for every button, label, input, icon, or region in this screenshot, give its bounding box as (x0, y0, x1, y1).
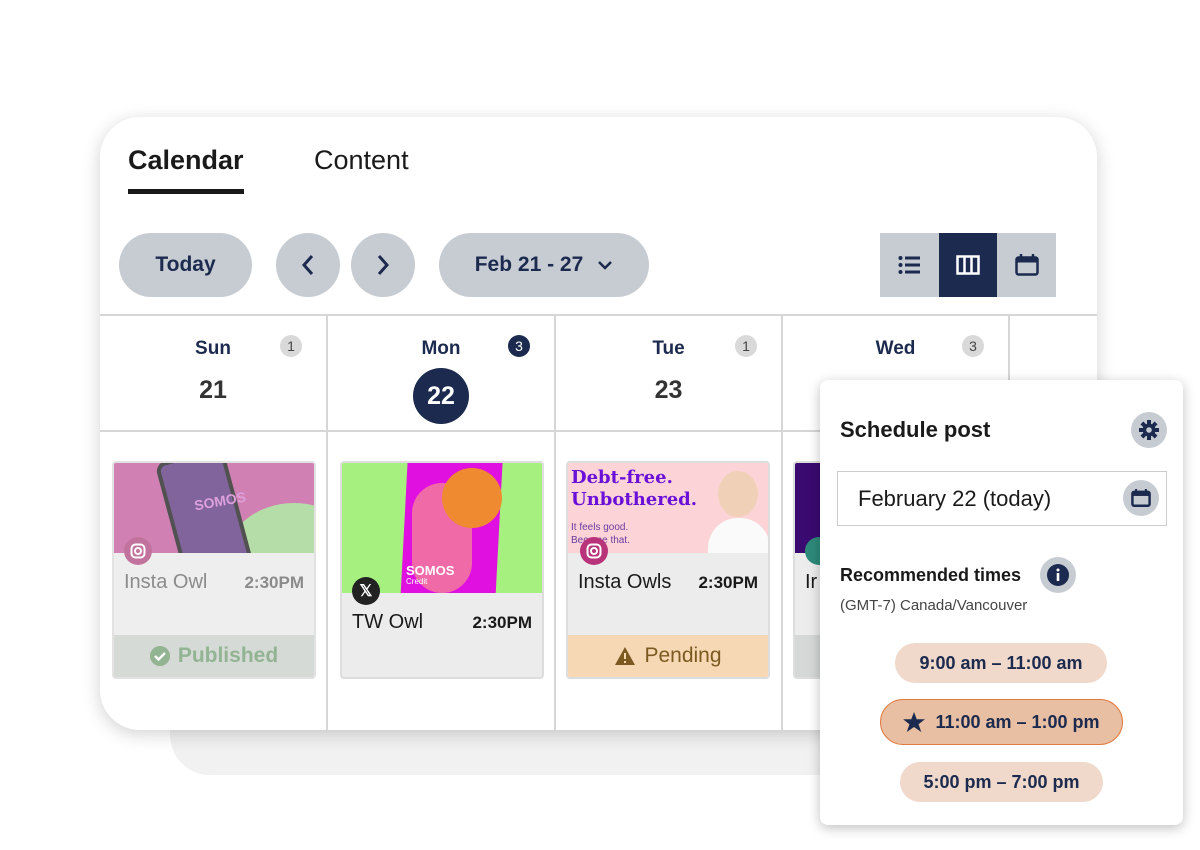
day-name: Sun (195, 338, 231, 359)
time-slot-label: 11:00 am – 1:00 pm (935, 711, 1100, 732)
post-thumbnail: Debt-free.Unbothered. It feels good.Beco… (568, 463, 768, 553)
thumbnail-text: SOMOS (406, 563, 455, 578)
info-button[interactable] (1040, 557, 1076, 593)
date-range-dropdown[interactable]: Feb 21 - 27 (439, 233, 649, 297)
post-time: 2:30PM (472, 613, 532, 632)
popover-title: Schedule post (840, 417, 991, 442)
tab-content[interactable]: Content (314, 145, 409, 175)
instagram-icon (580, 537, 608, 565)
post-thumbnail: SOMOS (114, 463, 314, 553)
post-time: 2:30PM (698, 573, 758, 592)
day-column-mon: Mon 3 22 SOMOS Credit 𝕏 TW Owl 2:30PM (328, 316, 556, 730)
post-time: 2:30PM (244, 573, 304, 592)
instagram-icon (124, 537, 152, 565)
post-title: Insta Owl (124, 571, 208, 593)
tab-calendar[interactable]: Calendar (128, 145, 244, 194)
thumbnail-headline: Unbothered. (571, 489, 698, 510)
post-count-badge: 1 (735, 335, 757, 357)
day-name: Tue (652, 338, 685, 359)
post-title: TW Owl (352, 611, 424, 633)
date-field[interactable]: February 22 (today) (837, 471, 1167, 526)
week-view-button[interactable] (938, 233, 998, 297)
post-card[interactable]: SOMOS Insta Owl 2:30PM Published (112, 461, 316, 679)
date-range-label: Feb 21 - 27 (474, 253, 584, 276)
day-header[interactable]: Mon 3 22 (328, 316, 554, 432)
schedule-post-popover: Schedule post February 22 (today) Recomm… (820, 380, 1183, 825)
day-column-tue: Tue 1 23 Debt-free. Unbothered. It feels go… (556, 316, 783, 730)
time-slot[interactable]: 9:00 am – 11:00 am (895, 643, 1107, 683)
check-circle-icon (149, 646, 170, 666)
post-count-badge: 3 (962, 335, 984, 357)
day-number-today: 22 (413, 368, 469, 424)
day-name: Mon (421, 338, 461, 359)
week-columns-icon (956, 255, 980, 275)
date-value: February 22 (today) (858, 485, 1052, 511)
thumbnail-subtext: Credit (406, 577, 428, 586)
today-button[interactable]: Today (119, 233, 252, 297)
status-badge: Published (114, 635, 314, 677)
view-switcher (880, 233, 1056, 297)
prev-week-button[interactable] (276, 233, 340, 297)
calendar-icon (1014, 254, 1039, 276)
day-name: Wed (875, 338, 916, 359)
chevron-down-icon (598, 261, 613, 270)
star-icon (903, 712, 926, 732)
warning-icon (615, 647, 636, 665)
post-card[interactable]: Debt-free.Unbothered. It feels good.Beco… (566, 461, 770, 679)
gear-icon (1139, 420, 1159, 440)
thumbnail-headline: Debt-free. (571, 467, 673, 488)
chevron-left-icon (301, 255, 314, 275)
post-count-badge: 1 (280, 335, 302, 357)
status-label: Pending (644, 644, 722, 667)
time-slot-label: 5:00 pm – 7:00 pm (923, 771, 1080, 792)
info-icon (1047, 564, 1069, 586)
day-number: 23 (654, 376, 683, 404)
thumbnail-subtext: It feels good. (571, 522, 629, 533)
day-column-sun: Sun 1 21 SOMOS Insta Owl 2:30PM Published (100, 316, 328, 730)
day-header[interactable]: Sun 1 21 (100, 316, 326, 432)
chevron-right-icon (377, 255, 390, 275)
post-title: Insta Owls (578, 571, 672, 593)
time-slot[interactable]: 5:00 pm – 7:00 pm (900, 762, 1103, 802)
x-icon: 𝕏 (352, 577, 380, 605)
post-count-badge: 3 (508, 335, 530, 357)
calendar-icon (1131, 489, 1151, 507)
list-view-button[interactable] (880, 233, 939, 297)
time-slot-label: 9:00 am – 11:00 am (919, 652, 1083, 673)
status-label: Published (177, 644, 279, 667)
settings-button[interactable] (1131, 412, 1167, 448)
time-slot-best[interactable]: 11:00 am – 1:00 pm (880, 699, 1123, 745)
day-number: 21 (199, 376, 227, 404)
timezone-label: (GMT-7) Canada/Vancouver (840, 597, 1028, 614)
post-thumbnail: SOMOS Credit (342, 463, 542, 593)
month-view-button[interactable] (997, 233, 1056, 297)
recommended-times-label: Recommended times (840, 565, 1022, 585)
next-week-button[interactable] (351, 233, 415, 297)
list-icon (898, 256, 921, 274)
post-title: Ir (805, 571, 818, 593)
day-header[interactable]: Tue 1 23 (556, 316, 781, 432)
post-card[interactable]: SOMOS Credit 𝕏 TW Owl 2:30PM (340, 461, 544, 679)
status-badge: Pending (568, 635, 768, 677)
date-picker-button[interactable] (1123, 480, 1159, 516)
